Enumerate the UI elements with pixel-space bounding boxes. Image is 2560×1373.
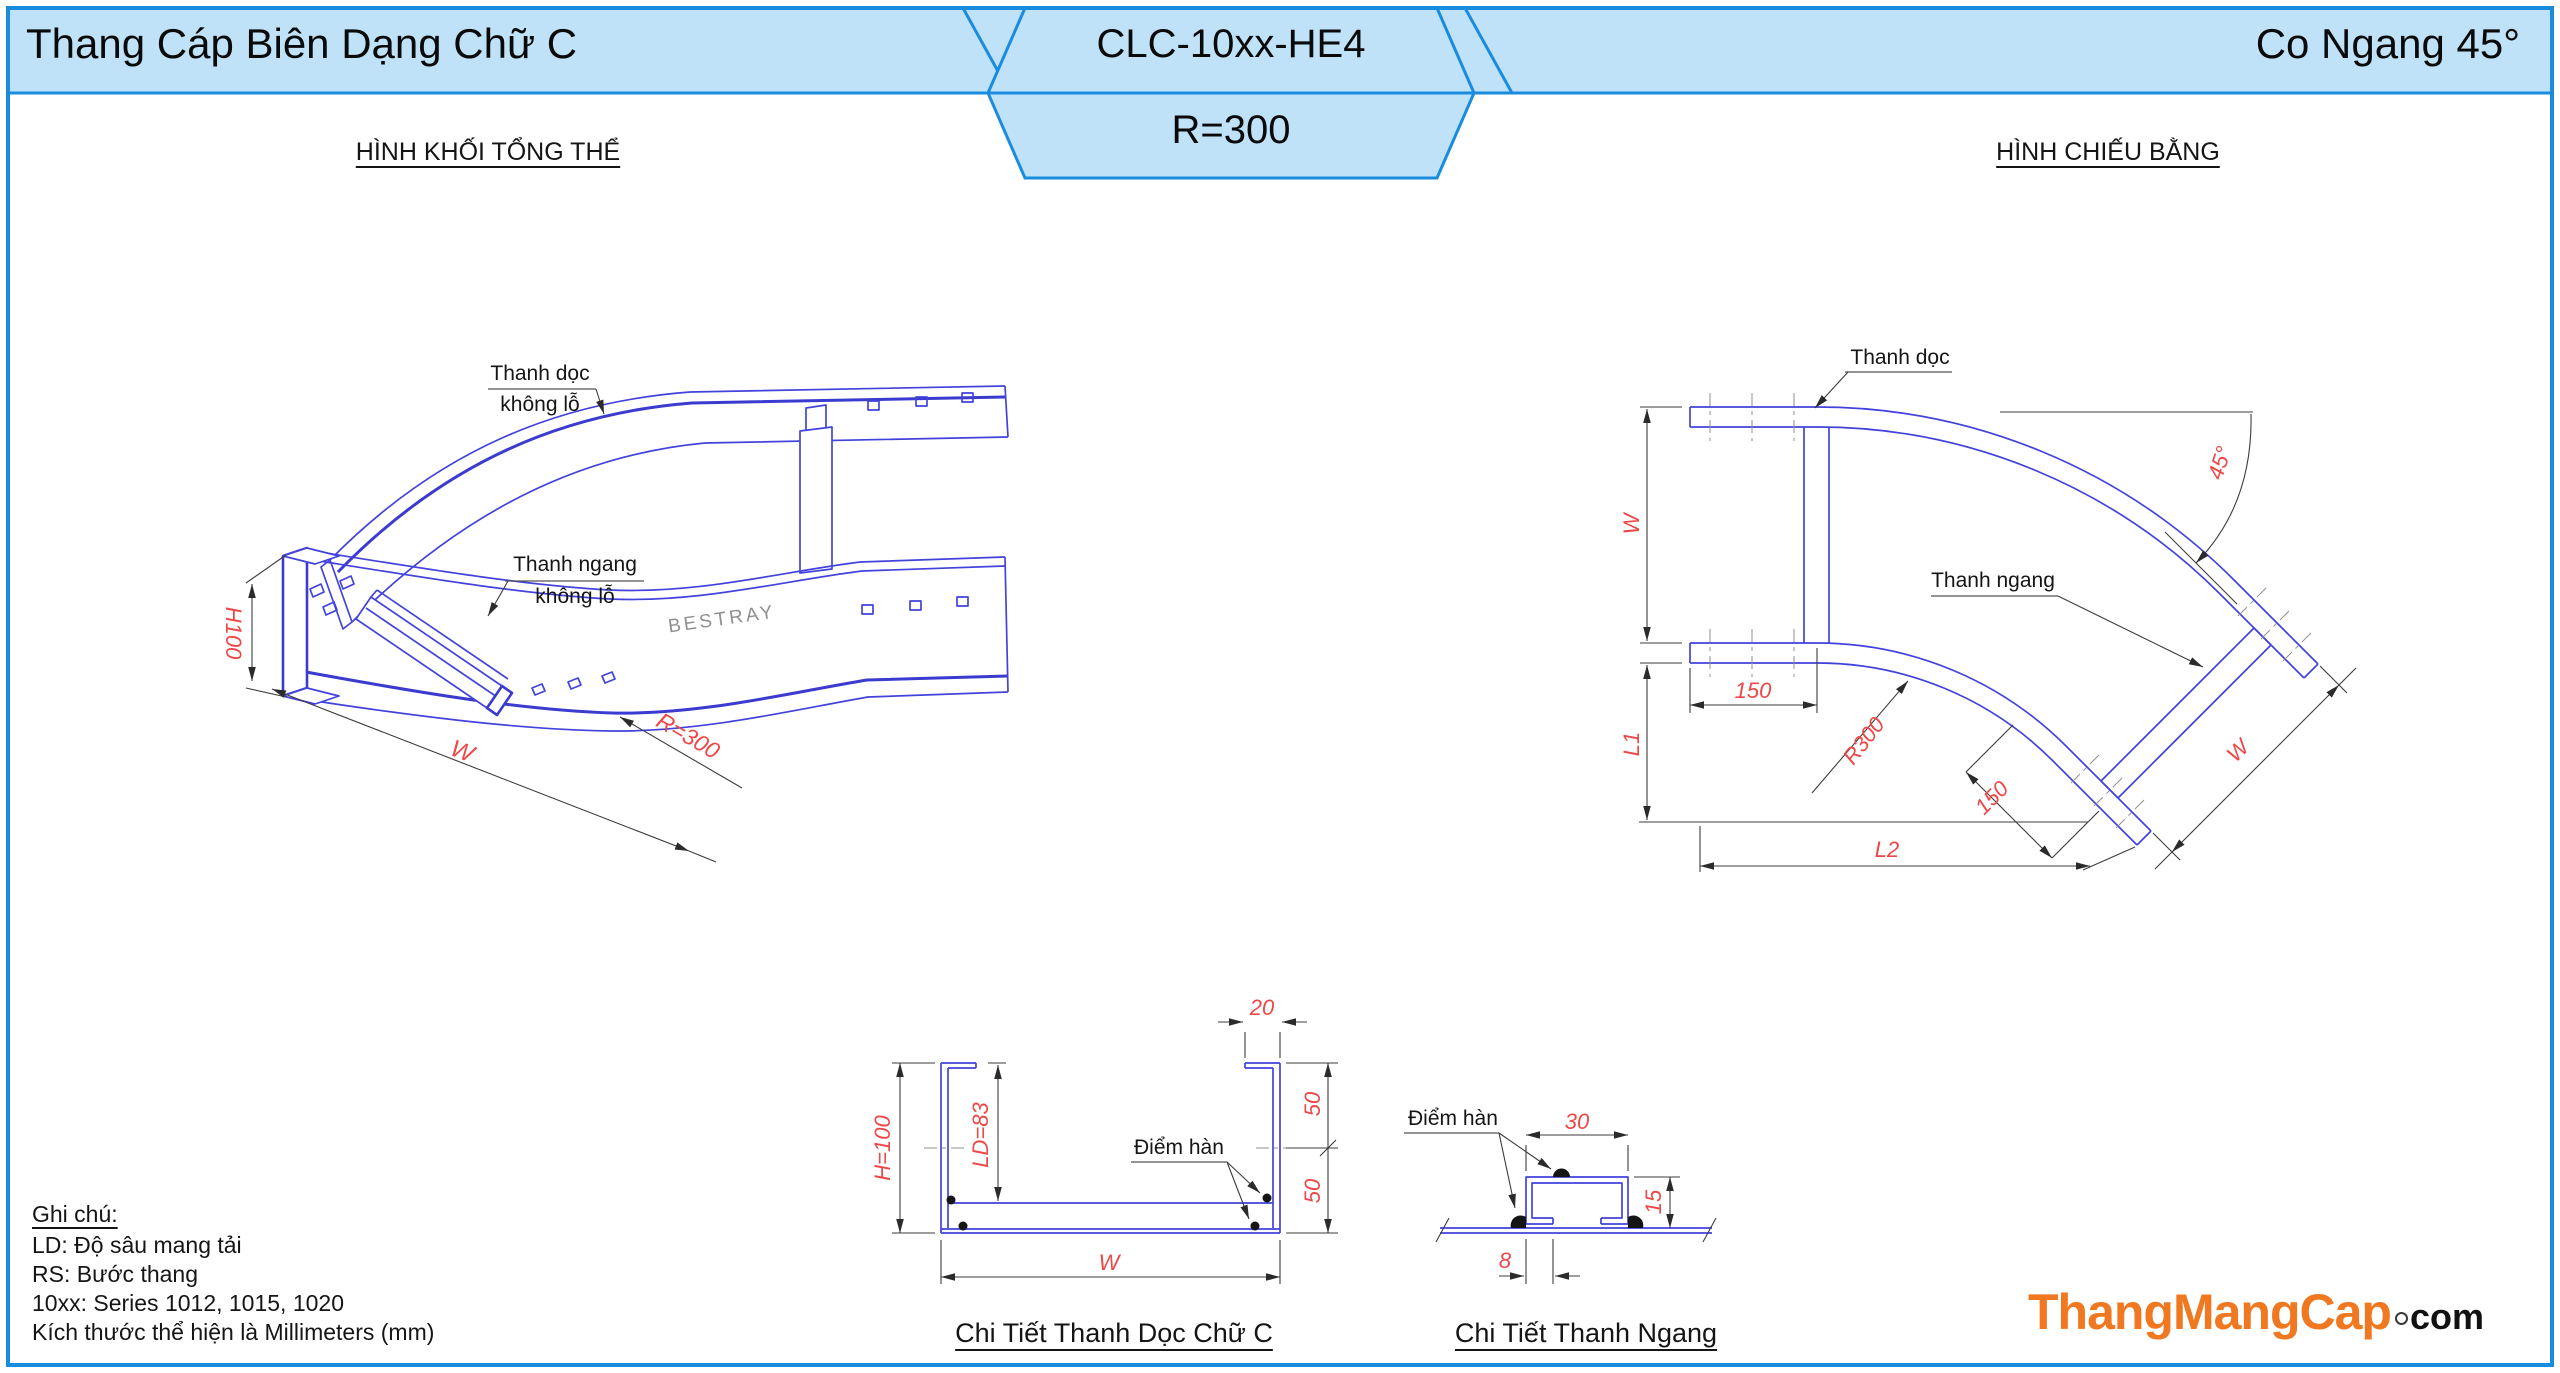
detail-c-dim-lip: 20 [1249,995,1275,1020]
iso-view-title: HÌNH KHỐI TỔNG THỂ [355,138,621,166]
plan-dim-rung-offset-left: 150 [1734,678,1772,703]
iso-rail-label-line1: Thanh dọc [490,362,590,385]
plan-rail-label: Thanh dọc [1850,346,1950,369]
logo-tld: com [2409,1296,2485,1337]
detail-rung-dim-height: 15 [1641,1189,1666,1215]
detail-rung-weld-label: Điểm hàn [1408,1107,1498,1130]
sheet-title: Thang Cáp Biên Dạng Chữ C [26,20,578,67]
detail-rung-linework [1404,1131,1717,1284]
notes-heading: Ghi chú: [32,1201,118,1227]
detail-c-linework [892,1018,1338,1284]
detail-c-dim-upper: 50 [1300,1091,1325,1117]
iso-view-linework [245,385,1009,863]
note-line: LD: Độ sâu mang tải [32,1232,242,1258]
detail-c-weld-label: Điểm hàn [1134,1136,1224,1159]
detail-c-dim-height: H=100 [870,1115,895,1181]
note-line: Kích thước thể hiện là Millimeters (mm) [32,1319,435,1345]
bend-radius: R=300 [1171,108,1291,152]
note-line: 10xx: Series 1012, 1015, 1020 [32,1290,345,1316]
logo-dot-icon [2394,1312,2408,1325]
title-band [6,6,2554,1367]
detail-c-caption: Chi Tiết Thanh Dọc Chữ C [955,1318,1273,1348]
note-line: RS: Bước thang [32,1261,198,1287]
fitting-type-title: Co Ngang 45° [2255,20,2520,67]
plan-view-title: HÌNH CHIẾU BẰNG [1996,138,2220,166]
plan-dim-width-left: W [1619,513,1644,535]
logo-wordmark: ThangMangCap [2028,1284,2392,1340]
model-code: CLC-10xx-HE4 [1096,22,1366,66]
detail-rung-dim-width: 30 [1564,1109,1590,1134]
detail-c-dim-width: W [1098,1250,1120,1275]
iso-rung-label-line1: Thanh ngang [513,553,637,576]
detail-rung-dim-foot: 8 [1498,1248,1512,1273]
plan-dim-l1: L1 [1619,731,1644,757]
plan-dim-l2: L2 [1874,837,1900,862]
iso-dim-height: H100 [221,606,246,660]
iso-rung-label-line2: không lỗ [535,585,615,608]
detail-c-dim-load-depth: LD=83 [968,1102,993,1168]
detail-rung-caption: Chi Tiết Thanh Ngang [1454,1318,1718,1348]
iso-rail-label-line2: không lỗ [500,393,580,416]
plan-rung-label: Thanh ngang [1931,569,2055,592]
plan-view-linework [1639,371,2357,872]
company-logo: ThangMangCap com [2028,1283,2484,1341]
detail-c-dim-lower: 50 [1300,1178,1325,1204]
